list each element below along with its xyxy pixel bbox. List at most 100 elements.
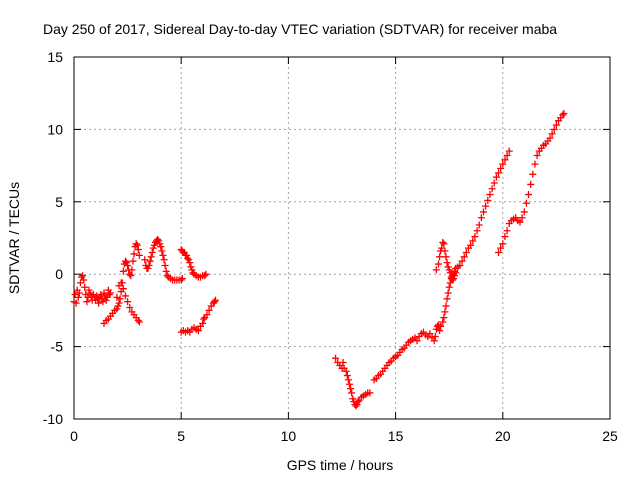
- data-point: [442, 253, 450, 261]
- data-point: [552, 121, 560, 129]
- data-point: [199, 319, 207, 327]
- data-point: [444, 289, 452, 297]
- data-point: [441, 247, 449, 255]
- data-point: [348, 389, 356, 397]
- data-point: [458, 257, 466, 265]
- data-point: [83, 298, 91, 306]
- data-point: [105, 290, 113, 298]
- data-point: [117, 279, 125, 287]
- data-point: [440, 240, 448, 248]
- data-point: [469, 237, 477, 245]
- data-point: [128, 266, 136, 274]
- data-point: [499, 240, 507, 248]
- data-point: [501, 233, 509, 241]
- data-point: [445, 283, 453, 291]
- data-point: [452, 269, 460, 277]
- data-point: [202, 270, 210, 278]
- x-axis-label: GPS time / hours: [287, 457, 394, 473]
- data-point: [439, 318, 447, 326]
- data-point: [339, 359, 347, 367]
- data-point: [148, 248, 156, 256]
- data-point: [194, 327, 202, 335]
- data-point: [347, 385, 355, 393]
- data-point: [426, 330, 434, 338]
- data-point: [550, 125, 558, 133]
- data-point: [124, 262, 132, 270]
- data-point: [162, 267, 170, 275]
- data-point: [352, 402, 360, 410]
- data-point: [184, 254, 192, 262]
- data-point: [354, 398, 362, 406]
- data-point: [74, 293, 82, 301]
- data-point: [440, 314, 448, 322]
- data-point: [332, 354, 340, 362]
- data-point: [462, 248, 470, 256]
- data-point: [135, 318, 143, 326]
- data-point: [210, 298, 218, 306]
- data-point: [443, 259, 451, 267]
- data-point: [119, 285, 127, 293]
- data-point: [212, 296, 220, 304]
- data-point: [430, 337, 438, 345]
- data-point: [72, 299, 80, 307]
- data-point: [413, 337, 421, 345]
- plot-frame: [73, 56, 611, 420]
- data-point: [203, 311, 211, 319]
- data-point: [525, 191, 533, 199]
- data-point: [178, 275, 186, 283]
- data-point: [134, 317, 142, 325]
- data-point: [145, 262, 153, 270]
- chart-title: Day 250 of 2017, Sidereal Day-to-day VTE…: [43, 21, 557, 37]
- data-point: [441, 308, 449, 316]
- data-point: [186, 259, 194, 267]
- data-point: [75, 289, 83, 297]
- y-tick-label: 0: [55, 266, 63, 282]
- y-axis-label: SDTVAR / TECUs: [6, 182, 22, 294]
- data-point: [97, 290, 105, 298]
- data-point: [467, 241, 475, 249]
- data-point: [475, 221, 483, 229]
- data-point: [205, 306, 213, 314]
- data-point: [135, 251, 143, 259]
- data-point: [127, 272, 135, 280]
- data-point: [157, 243, 165, 251]
- data-point: [492, 173, 500, 181]
- data-point: [480, 208, 488, 216]
- data-point: [81, 283, 89, 291]
- data-point: [443, 295, 451, 303]
- data-point: [95, 299, 103, 307]
- data-point: [482, 202, 490, 210]
- data-point: [442, 302, 450, 310]
- data-point: [434, 260, 442, 268]
- data-point: [497, 164, 505, 172]
- data-point: [527, 180, 535, 188]
- axis-ticks: 0 5 10 15 20 25 -10 -5 0 5 10 15: [43, 49, 618, 444]
- data-point: [505, 147, 513, 155]
- data-point: [84, 293, 92, 301]
- data-point: [161, 262, 169, 270]
- y-tick-label: -5: [51, 339, 64, 355]
- y-tick-label: -10: [43, 411, 63, 427]
- data-point: [147, 253, 155, 261]
- data-point: [516, 218, 524, 226]
- x-tick-label: 25: [602, 428, 618, 444]
- data-point: [484, 196, 492, 204]
- data-point: [439, 238, 447, 246]
- data-point: [141, 256, 149, 264]
- data-point: [119, 267, 127, 275]
- data-point: [346, 380, 354, 388]
- data-point: [121, 257, 129, 265]
- data-point: [106, 289, 114, 297]
- data-point: [134, 246, 142, 254]
- data-point: [130, 250, 138, 258]
- data-point: [146, 257, 154, 265]
- data-point: [503, 227, 511, 235]
- data-point: [486, 191, 494, 199]
- data-point: [124, 298, 132, 306]
- data-point: [488, 185, 496, 193]
- data-point: [80, 276, 88, 284]
- data-point: [154, 235, 162, 243]
- grid: [74, 57, 610, 419]
- data-point: [431, 332, 439, 340]
